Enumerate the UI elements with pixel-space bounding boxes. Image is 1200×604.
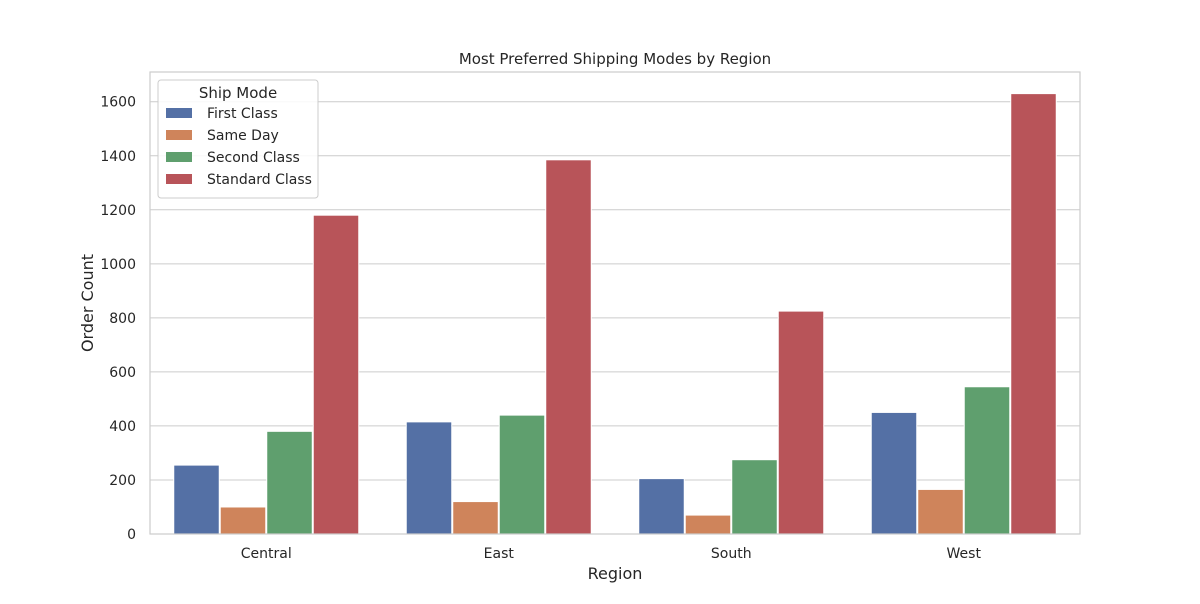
bar [684,514,732,535]
y-tick-label: 1200 [100,203,136,219]
legend-swatch [166,152,192,162]
x-tick-label: South [711,546,752,562]
legend-box [157,79,319,199]
legend-items: First Class Same Day Second Class Standard … [166,106,312,188]
bar [498,414,546,535]
bar [870,411,918,535]
x-tick-label: Central [241,546,292,562]
bar [405,421,453,535]
y-tick-label: 1600 [100,95,136,111]
bar [312,214,360,535]
legend-swatch [166,108,192,118]
x-tick-label: West [947,546,982,562]
bar [963,386,1011,535]
y-tick-label: 800 [109,311,136,327]
legend-swatch [166,174,192,184]
bars [173,93,1057,535]
legend-label: Standard Class [207,172,312,188]
bar [731,459,778,535]
y-tick-labels: 0 200 400 600 800 1000 1200 1400 1600 [100,95,136,543]
plot-frame [149,71,1081,535]
bar [452,501,499,535]
legend-title: Ship Mode [199,84,277,102]
y-tick-label: 600 [109,365,136,381]
legend: Ship Mode First Class Same Day Second Clas… [157,79,319,199]
y-tick-label: 0 [127,527,136,543]
legend-label: First Class [207,106,278,122]
y-axis-title: Order Count [78,254,97,352]
bar [638,478,685,535]
y-tick-label: 400 [109,419,136,435]
legend-swatch [166,130,192,140]
bar [173,464,220,535]
bar [1010,93,1057,535]
bar [219,506,267,535]
bar [777,310,825,535]
bar [545,159,592,535]
bar [917,488,964,535]
x-tick-label: East [484,546,515,562]
y-tick-label: 1400 [100,149,136,165]
y-tick-label: 200 [109,473,136,489]
legend-label: Same Day [207,128,279,144]
y-tick-label: 1000 [100,257,136,273]
x-tick-labels: Central East South West [241,546,982,562]
legend-label: Second Class [207,150,300,166]
bar [266,430,313,535]
x-axis-title: Region [588,564,643,583]
chart-title: Most Preferred Shipping Modes by Region [459,50,771,68]
